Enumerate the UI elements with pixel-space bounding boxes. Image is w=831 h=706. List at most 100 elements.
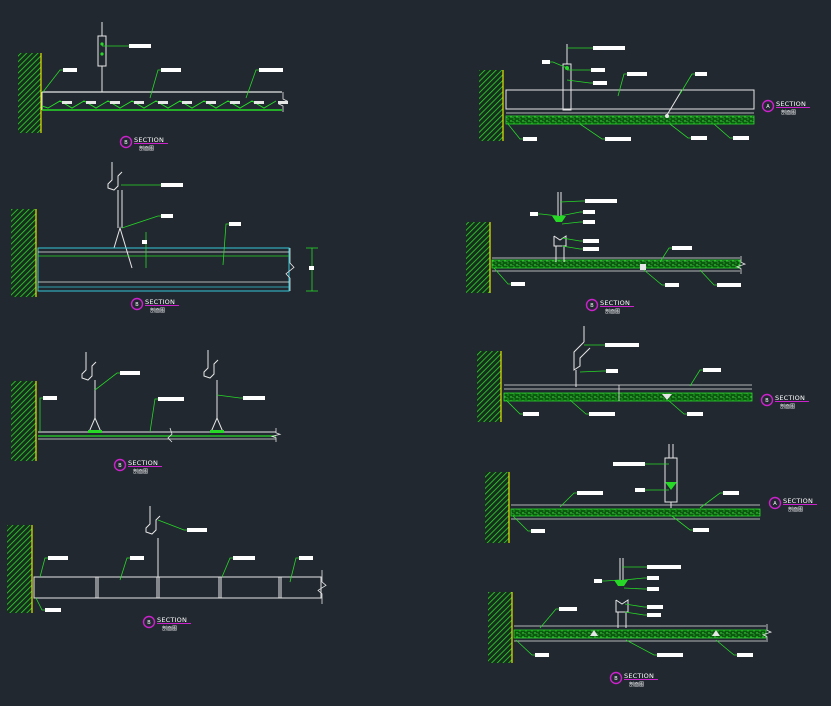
leader-line [699,492,723,509]
label-tag [299,556,313,560]
label-tag [530,212,538,216]
leader-line [602,579,621,582]
label-tag [161,68,181,72]
leader-line [539,608,559,629]
panel-board [491,259,741,269]
detail-left-2 [11,162,318,297]
label-tag [657,653,683,657]
label-tag [583,247,599,251]
hanger-nut [614,580,628,586]
section-subtitle: 剖面图 [788,506,803,513]
detail-left-3 [11,350,282,461]
wall-hatch [11,381,36,461]
label-tag [48,556,68,560]
label-tag [577,491,603,495]
leader-line [713,123,733,139]
label-tag [695,72,707,76]
section-title: SECTION [134,136,164,144]
carrier-foot [88,430,102,433]
section-subtitle: 剖面图 [139,145,154,152]
connector [590,630,598,636]
leader-line [715,639,737,656]
section-marker-circle [768,496,782,510]
label-tag [45,608,61,612]
section-title: SECTION [157,616,187,624]
label-tag [523,412,539,416]
leader-line [149,398,158,433]
suspension-clip [81,352,97,381]
section-title: SECTION [145,298,175,306]
label-tag [309,266,314,270]
slot [254,101,264,104]
section-title: SECTION [128,459,158,467]
leader-line [559,211,583,217]
break-mark [285,248,295,291]
slot [62,101,72,104]
detail-left-4 [7,506,327,613]
leader-line [561,237,583,242]
bolt [665,482,677,490]
label-tag [233,556,255,560]
leader-line [566,79,593,84]
section-marker-circle [760,393,774,407]
ceiling-panel [33,576,322,599]
wall-hatch [11,209,36,297]
label-tag [691,136,707,140]
leader-line [507,123,523,140]
label-tag [589,412,615,416]
leader-line [625,639,657,656]
carrier-foot [210,430,224,433]
detail-right-1 [479,44,755,141]
suspension-clip [145,506,161,535]
section-marker-letter: A [766,104,770,110]
label-tag [243,396,265,400]
leader-line [505,399,523,415]
label-tag [593,46,625,50]
section-marker-letter: B [590,303,594,309]
label-tag [717,283,741,287]
break-mark [317,570,327,604]
panel-board [513,629,767,639]
label-tag [583,210,595,214]
label-tag [605,137,631,141]
leader-line [94,372,120,391]
detail-left-1 [18,22,288,133]
panel-board [510,508,761,517]
connector [712,630,720,636]
leader-line [659,247,672,263]
label-tag [693,528,709,532]
wall-hatch [485,472,509,543]
label-tag [583,220,595,224]
slot [182,101,192,104]
section-subtitle: 剖面图 [781,109,796,116]
ceiling-panel [37,247,290,292]
detail-right-2 [466,192,747,293]
section-title: SECTION [624,672,654,680]
leader-line [39,397,43,432]
panel-board [503,392,753,402]
section-marker-circle [130,297,144,311]
wall-hatch [488,592,512,663]
clip [553,235,567,247]
leader-line [579,370,606,373]
section-marker-letter: B [147,620,151,626]
label-tag [593,81,607,85]
bolt [100,52,104,56]
leader-line [550,61,568,69]
diagonal-strut [113,226,133,269]
connector [662,394,672,400]
slot [110,101,120,104]
leader-line [689,369,703,387]
label-tag [229,222,241,226]
leader-line [222,223,229,266]
label-tag [531,529,545,533]
section-subtitle: 剖面图 [133,468,148,475]
section-marker-letter: B [118,463,122,469]
section-marker-circle [585,298,599,312]
hanger-nut [552,216,566,222]
leader-line [623,587,647,590]
slot [86,101,96,104]
slot [158,101,168,104]
